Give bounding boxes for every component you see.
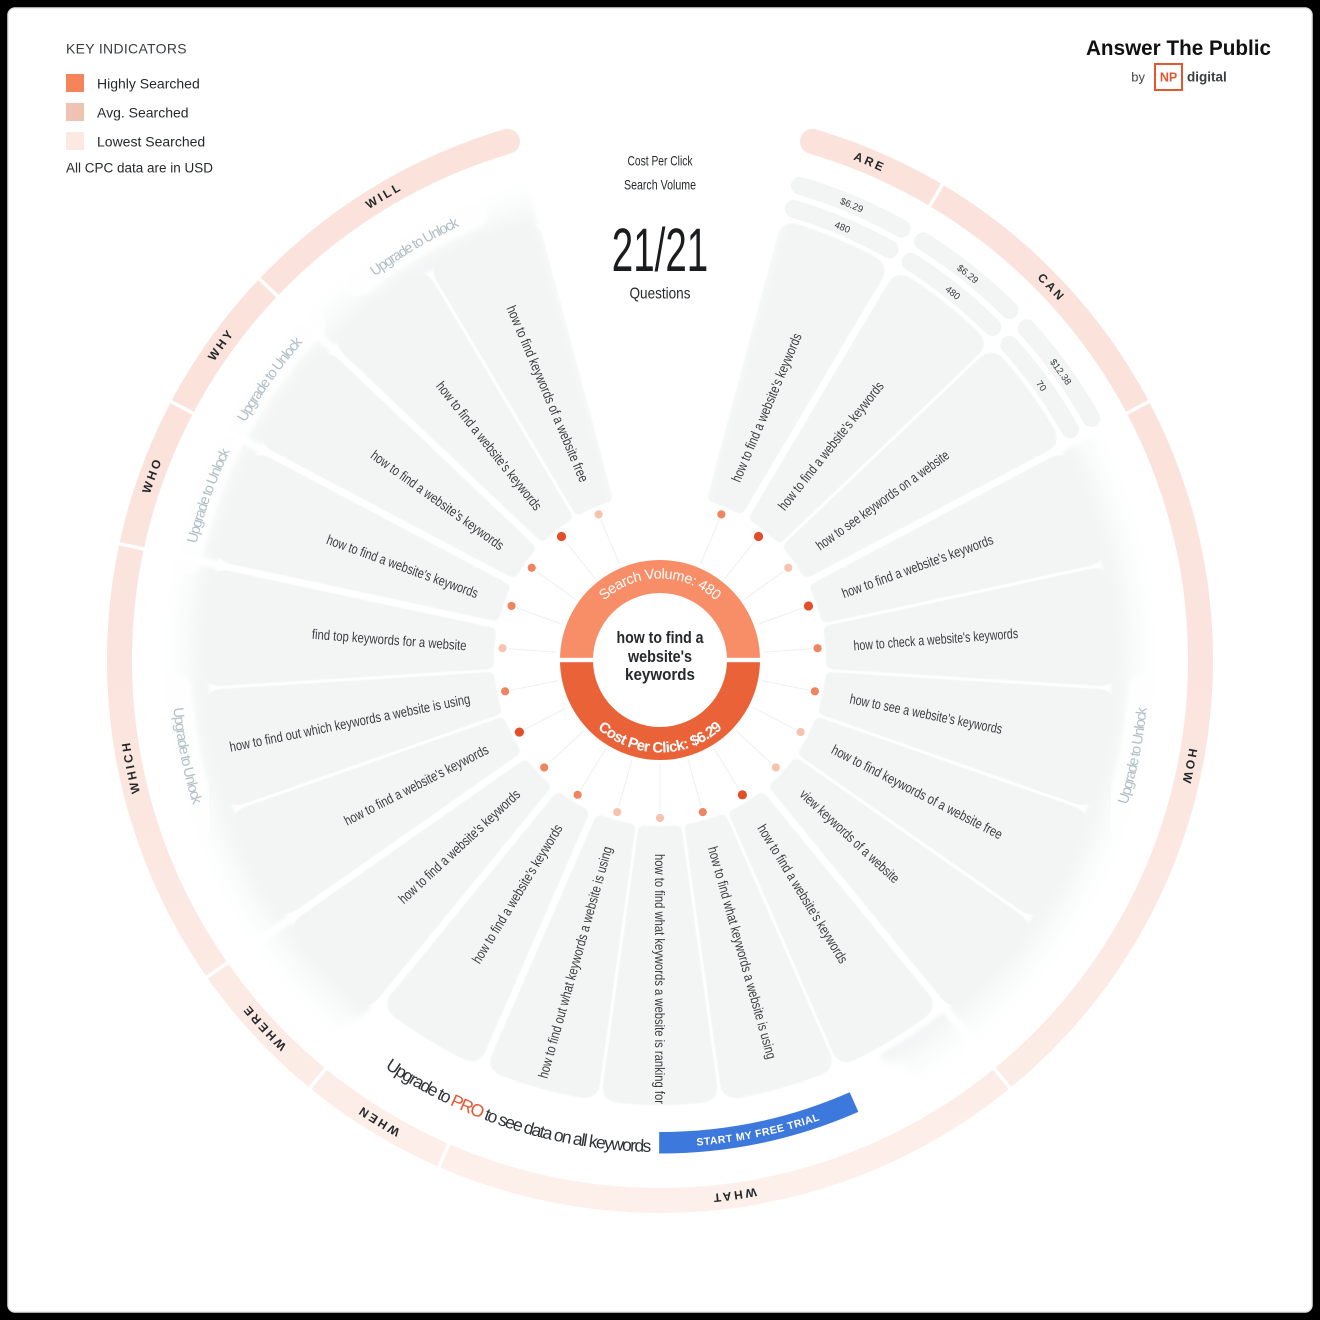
- svg-text:website's: website's: [627, 647, 692, 666]
- svg-text:Questions: Questions: [630, 286, 691, 303]
- svg-text:keywords: keywords: [625, 665, 695, 684]
- svg-text:Highly Searched: Highly Searched: [97, 76, 200, 92]
- svg-text:digital: digital: [1187, 70, 1227, 85]
- svg-text:Lowest Searched: Lowest Searched: [97, 134, 205, 150]
- svg-text:21/21: 21/21: [612, 216, 709, 284]
- svg-text:how to find what keywords a we: how to find what keywords a website is r…: [652, 854, 668, 1104]
- svg-text:Avg. Searched: Avg. Searched: [97, 105, 189, 121]
- svg-text:Answer The Public: Answer The Public: [1086, 37, 1271, 60]
- svg-text:All CPC data are in USD: All CPC data are in USD: [66, 161, 213, 176]
- svg-text:NP: NP: [1160, 71, 1177, 85]
- svg-text:WHAT: WHAT: [710, 1185, 757, 1205]
- svg-text:by: by: [1131, 70, 1145, 85]
- svg-text:Cost Per Click: Cost Per Click: [628, 153, 694, 169]
- svg-text:Search Volume: Search Volume: [624, 177, 696, 193]
- svg-text:how to find a: how to find a: [617, 628, 704, 647]
- svg-text:KEY INDICATORS: KEY INDICATORS: [66, 41, 187, 57]
